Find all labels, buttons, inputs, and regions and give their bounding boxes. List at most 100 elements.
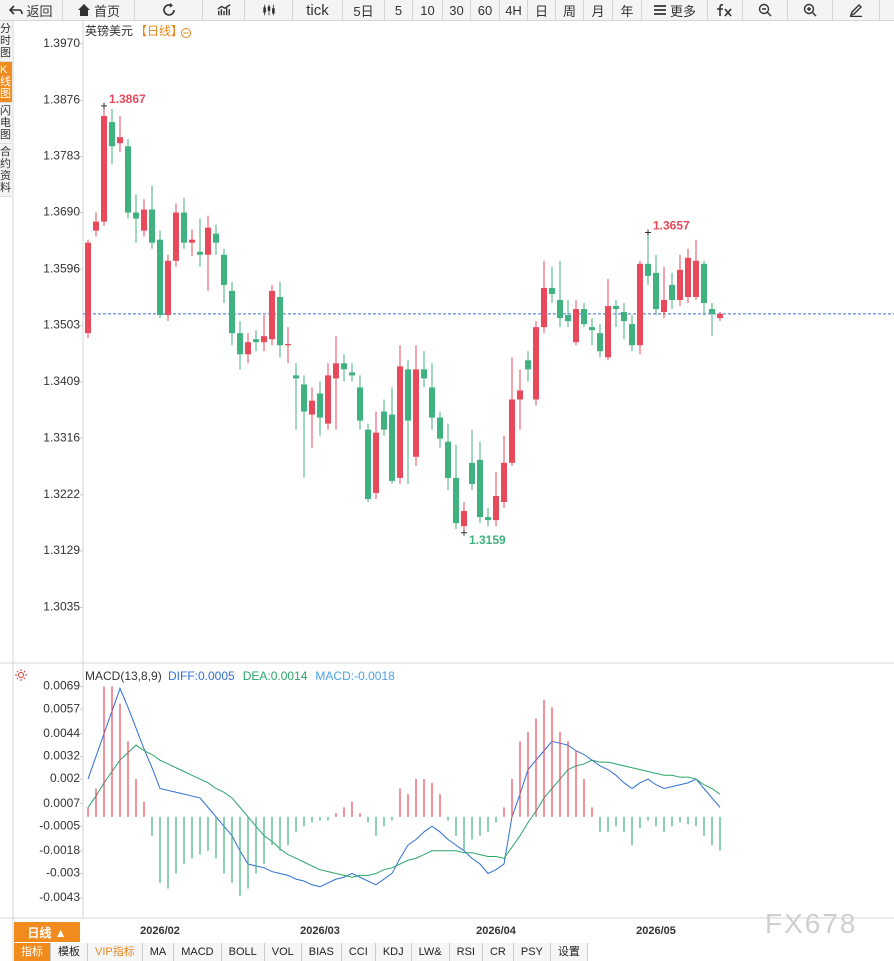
candle-body xyxy=(565,315,571,322)
sidebar: 分时图 K线图 闪电图 合约资料 xyxy=(0,21,13,197)
indicator-tab[interactable]: 指标 xyxy=(14,943,51,961)
candle-body xyxy=(709,309,715,314)
y-tick-label: -0.0005 xyxy=(39,818,80,832)
candle-body xyxy=(213,233,219,243)
candle-body xyxy=(373,432,379,493)
candle-body xyxy=(93,221,99,231)
candle-body xyxy=(101,116,107,222)
period-tab[interactable]: 日 xyxy=(528,0,556,20)
period-tab[interactable]: 周 xyxy=(556,0,584,20)
extreme-label: 1.3867 xyxy=(109,92,146,106)
candle-body xyxy=(197,251,203,255)
chart-icon xyxy=(216,4,231,16)
candle-body xyxy=(117,137,123,144)
candle-body xyxy=(237,333,243,355)
home-button[interactable]: 首页 xyxy=(63,0,135,20)
indicator-tab[interactable]: BOLL xyxy=(221,943,265,961)
indicator-tab[interactable]: KDJ xyxy=(375,943,412,961)
period-tab[interactable]: 10 xyxy=(413,0,443,20)
toolbar: 返回 首页 tick 5日 5 10 30 60 4H 日 周 月 年 更多 xyxy=(0,0,894,21)
fx-icon xyxy=(717,4,732,17)
candle-body xyxy=(109,122,115,147)
sidebar-tab[interactable]: K线图 xyxy=(0,62,12,103)
candle-body xyxy=(309,400,315,415)
period-tab[interactable]: 5日 xyxy=(343,0,385,20)
refresh-button[interactable] xyxy=(135,0,203,20)
indicator-tab[interactable]: PSY xyxy=(513,943,551,961)
indicator-tab[interactable]: CR xyxy=(482,943,514,961)
toolbar-label: 30 xyxy=(449,2,464,18)
period-tab[interactable]: 年 xyxy=(613,0,642,20)
formula-button[interactable] xyxy=(708,0,743,20)
indicator-tab[interactable]: VIP指标 xyxy=(88,943,143,961)
candle-body xyxy=(181,212,187,243)
candle-chart-button[interactable] xyxy=(245,0,293,20)
period-button[interactable]: 日线 ▲ xyxy=(14,922,80,942)
indicator-tab[interactable]: 设置 xyxy=(550,943,588,961)
toolbar-label: tick xyxy=(306,1,329,19)
period-tab[interactable]: 4H xyxy=(500,0,528,20)
indicator-tab[interactable]: MACD xyxy=(174,943,222,961)
candle-body xyxy=(413,369,419,457)
x-tick-label: 2026/02 xyxy=(140,925,180,937)
zoom-in-button[interactable] xyxy=(788,0,833,20)
draw-button[interactable] xyxy=(833,0,880,20)
x-tick-label: 2026/05 xyxy=(636,925,676,937)
indicator-tab[interactable]: RSI xyxy=(449,943,483,961)
period-tab[interactable]: tick xyxy=(293,0,343,20)
candle-body xyxy=(253,339,259,343)
sidebar-tab[interactable]: 合约资料 xyxy=(0,144,12,197)
more-button[interactable]: 更多 xyxy=(642,0,708,20)
candle-body xyxy=(653,272,659,310)
candle-body xyxy=(701,263,707,304)
candle-body xyxy=(205,227,211,255)
candle-body xyxy=(525,360,531,370)
period-tab[interactable]: 60 xyxy=(471,0,500,20)
period-tab[interactable]: 月 xyxy=(584,0,613,20)
candle-body xyxy=(333,363,339,379)
candle-body xyxy=(269,290,275,340)
y-tick-label: 0.002 xyxy=(50,771,80,785)
candle-body xyxy=(533,327,539,400)
candle-body xyxy=(405,369,411,421)
indicator-tab[interactable]: VOL xyxy=(264,943,302,961)
period-tab[interactable]: 5 xyxy=(385,0,413,20)
indicator-tabs: 指标 模板 VIP指标 MA MACD BOLL VOL BIAS CCI KDJ LW& RSI CR… xyxy=(14,943,588,961)
period-tab[interactable]: 30 xyxy=(443,0,471,20)
candle-body xyxy=(325,375,331,424)
zoom-out-button[interactable] xyxy=(743,0,788,20)
candle-body xyxy=(189,239,195,243)
menu-icon xyxy=(653,5,666,15)
back-icon xyxy=(9,5,24,15)
y-tick-label: 0.0044 xyxy=(43,726,80,740)
candle-body xyxy=(549,287,555,294)
indicator-tab[interactable]: BIAS xyxy=(301,943,342,961)
legend-entry: MACD:-0.0018 xyxy=(315,669,395,683)
candle-body xyxy=(357,387,363,421)
candle-body xyxy=(157,239,163,316)
candle-body xyxy=(669,284,675,300)
indicator-tab[interactable]: LW& xyxy=(411,943,450,961)
candle-body xyxy=(133,212,139,219)
sidebar-tab[interactable]: 闪电图 xyxy=(0,103,12,144)
sidebar-tab[interactable]: 分时图 xyxy=(0,21,12,62)
candle-body xyxy=(445,441,451,478)
collapse-icon[interactable] xyxy=(181,28,191,38)
candle-body xyxy=(517,390,523,400)
candle-body xyxy=(365,429,371,499)
candle-icon xyxy=(262,4,275,16)
macd-line xyxy=(87,687,721,888)
candle-body xyxy=(229,290,235,334)
indicator-tab[interactable]: MA xyxy=(142,943,175,961)
back-button[interactable]: 返回 xyxy=(0,0,63,20)
line-chart-button[interactable] xyxy=(203,0,245,20)
indicator-tab[interactable]: 模板 xyxy=(51,943,88,961)
candle-body xyxy=(277,296,283,346)
sun-core xyxy=(18,672,24,678)
settings-icon[interactable] xyxy=(15,669,27,681)
candle-body xyxy=(493,495,499,521)
candle-body xyxy=(301,384,307,412)
candle-body xyxy=(293,375,299,379)
y-tick-label: 0.0007 xyxy=(43,796,80,810)
indicator-tab[interactable]: CCI xyxy=(341,943,376,961)
